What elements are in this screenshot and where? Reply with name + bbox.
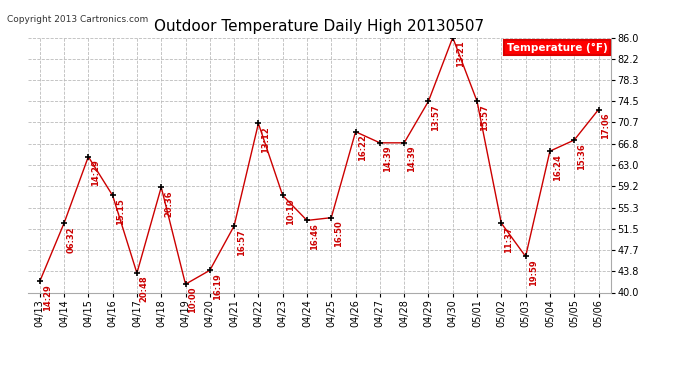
- Text: 17:06: 17:06: [602, 112, 611, 139]
- Text: 14:29: 14:29: [43, 284, 52, 311]
- Text: Temperature (°F): Temperature (°F): [507, 43, 608, 52]
- Text: 20:36: 20:36: [164, 190, 173, 217]
- Text: 16:24: 16:24: [553, 154, 562, 181]
- Text: 14:29: 14:29: [91, 159, 100, 186]
- Text: 16:19: 16:19: [213, 273, 221, 300]
- Text: 10:00: 10:00: [188, 287, 197, 314]
- Text: 20:48: 20:48: [140, 276, 149, 303]
- Text: 16:22: 16:22: [359, 135, 368, 161]
- Title: Outdoor Temperature Daily High 20130507: Outdoor Temperature Daily High 20130507: [154, 18, 484, 33]
- Text: 14:39: 14:39: [383, 146, 392, 172]
- Text: 13:12: 13:12: [262, 126, 270, 153]
- Text: 14:39: 14:39: [407, 146, 416, 172]
- Text: 15:36: 15:36: [577, 143, 586, 170]
- Text: 15:15: 15:15: [115, 198, 124, 225]
- Text: 16:46: 16:46: [310, 223, 319, 250]
- Text: 06:32: 06:32: [67, 226, 76, 253]
- Text: 15:57: 15:57: [480, 104, 489, 131]
- Text: 19:59: 19:59: [529, 259, 538, 286]
- Text: 16:50: 16:50: [334, 220, 343, 247]
- Text: 10:10: 10:10: [286, 198, 295, 225]
- Text: 13:21: 13:21: [455, 40, 464, 67]
- Text: 16:57: 16:57: [237, 229, 246, 255]
- Text: Copyright 2013 Cartronics.com: Copyright 2013 Cartronics.com: [7, 15, 148, 24]
- Text: 13:57: 13:57: [431, 104, 440, 130]
- Text: 11:37: 11:37: [504, 226, 513, 253]
